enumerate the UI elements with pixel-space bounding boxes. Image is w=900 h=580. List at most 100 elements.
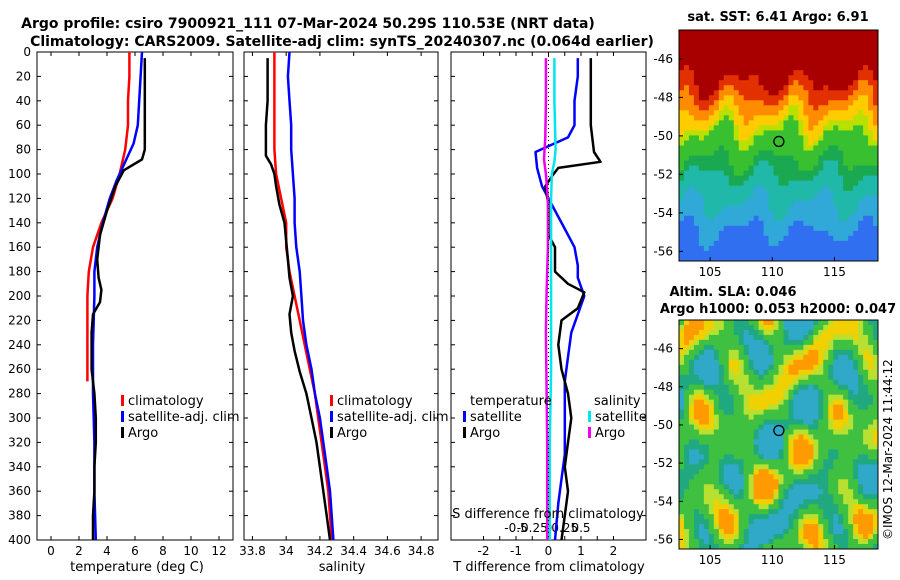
map-cell: [763, 65, 770, 71]
map-cell: [808, 40, 814, 46]
map-cell: [808, 324, 814, 331]
map-cell: [679, 205, 685, 212]
map-cell: [863, 394, 869, 401]
map-cell: [728, 210, 735, 217]
map-cell: [743, 329, 750, 336]
map-cell: [708, 120, 715, 126]
map-cell: [823, 389, 829, 396]
map-cell: [778, 324, 784, 331]
map-cell: [778, 359, 784, 366]
map-xtick-label: 110: [761, 553, 784, 567]
map-cell: [863, 230, 869, 237]
map-cell: [763, 175, 770, 182]
map-cell: [838, 110, 844, 116]
map-cell: [698, 210, 705, 217]
map-cell: [838, 519, 844, 525]
map-cell: [708, 454, 715, 460]
map-cell: [838, 394, 844, 401]
map-cell: [793, 205, 799, 212]
map-cell: [738, 494, 745, 500]
map-cell: [803, 160, 809, 167]
map-cell: [748, 180, 755, 187]
map-cell: [838, 424, 844, 431]
map-cell: [778, 90, 784, 96]
map-cell: [768, 175, 775, 182]
map-cell: [768, 90, 775, 96]
map-cell: [863, 424, 869, 431]
map-cell: [783, 210, 789, 217]
map-cell: [738, 374, 745, 381]
map-cell: [868, 35, 874, 41]
map-cell: [688, 349, 695, 356]
map-cell: [693, 120, 700, 126]
map-cell: [858, 100, 864, 106]
map-cell: [768, 369, 775, 376]
map-cell: [858, 469, 864, 475]
map-cell: [763, 344, 770, 351]
map-cell: [858, 509, 864, 515]
map-cell: [753, 404, 760, 411]
map-cell: [818, 205, 824, 212]
map-cell: [833, 529, 839, 535]
map-cell: [733, 215, 740, 222]
map-cell: [698, 230, 705, 237]
map-cell: [848, 514, 854, 520]
map-cell: [758, 120, 765, 126]
map-cell: [748, 110, 755, 116]
map-cell: [823, 160, 829, 167]
map-cell: [773, 175, 779, 182]
map-cell: [868, 514, 874, 520]
map-cell: [679, 70, 685, 76]
map-cell: [783, 369, 789, 376]
map-cell: [803, 195, 809, 202]
map-cell: [738, 75, 745, 81]
map-cell: [863, 349, 869, 356]
map-cell: [748, 35, 755, 41]
map-cell: [693, 394, 700, 401]
map-cell: [763, 130, 770, 136]
map-cell: [863, 334, 869, 341]
map-cell: [713, 65, 720, 71]
map-cell: [748, 369, 755, 376]
map-cell: [828, 185, 834, 192]
map-cell: [833, 230, 839, 237]
map-cell: [833, 509, 839, 515]
map-cell: [808, 449, 814, 455]
map-cell: [703, 160, 710, 167]
map-cell: [793, 334, 799, 341]
map-cell: [693, 339, 700, 346]
map-cell: [703, 130, 710, 136]
map-cell: [738, 155, 745, 162]
map-cell: [718, 429, 725, 435]
map-cell: [748, 255, 755, 262]
map-cell: [818, 105, 824, 111]
map-cell: [708, 140, 715, 146]
map-cell: [723, 120, 730, 126]
map-cell: [763, 105, 770, 111]
map-cell: [788, 230, 794, 237]
map-cell: [758, 55, 765, 61]
map-cell: [693, 220, 700, 227]
map-cell: [768, 230, 775, 237]
map-cell: [698, 494, 705, 500]
map-cell: [853, 539, 859, 545]
legend-label-argo: Argo: [128, 426, 158, 441]
map-cell: [798, 245, 804, 252]
map-cell: [803, 165, 809, 172]
map-cell: [788, 469, 794, 475]
map-cell: [818, 50, 824, 56]
map-cell: [853, 245, 859, 252]
map-cell: [843, 424, 849, 431]
map-cell: [793, 349, 799, 356]
map-cell: [793, 45, 799, 51]
xtick-label: 34.2: [307, 544, 334, 558]
map-cell: [688, 70, 695, 76]
map-cell: [873, 30, 879, 36]
map-cell: [808, 180, 814, 187]
map-cell: [828, 80, 834, 86]
map-cell: [683, 195, 690, 202]
map-cell: [679, 539, 685, 545]
map-cell: [793, 514, 799, 520]
map-cell: [798, 30, 804, 36]
map-cell: [763, 85, 770, 91]
